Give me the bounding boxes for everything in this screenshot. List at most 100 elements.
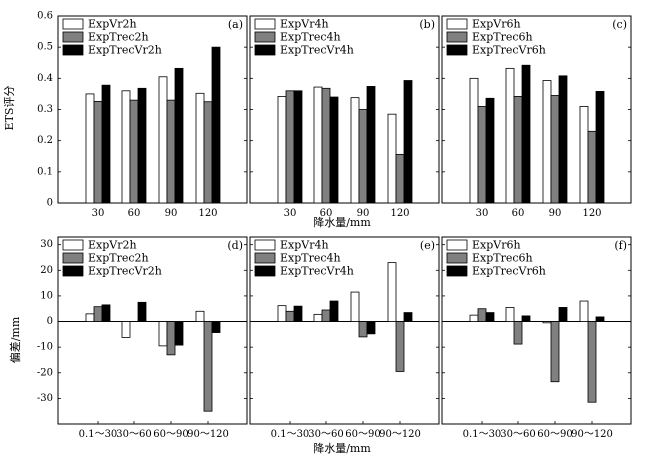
bar — [477, 105, 487, 204]
bar — [469, 314, 479, 322]
legend-swatch — [62, 44, 84, 56]
bar — [595, 91, 605, 204]
bottom-x-axis-label: 降水量/mm — [313, 441, 371, 455]
bar — [129, 99, 139, 204]
bar — [395, 321, 405, 372]
bar — [101, 84, 111, 204]
panel-label: (e) — [420, 239, 435, 252]
panel-label: (d) — [227, 239, 243, 252]
legend-label: ExpTrecVr4h — [280, 265, 354, 278]
bar — [93, 100, 103, 204]
y-tick-label: 0.1 — [37, 166, 53, 177]
y-tick-label: 0.2 — [37, 135, 53, 146]
bar — [158, 76, 168, 204]
bar — [558, 75, 568, 204]
legend-swatch — [254, 265, 276, 277]
bar — [485, 97, 495, 204]
plot-frame — [57, 236, 248, 425]
bar — [403, 312, 413, 322]
legend-label: ExpTrec6h — [472, 31, 533, 44]
bar — [158, 321, 168, 347]
bar — [203, 321, 213, 412]
x-tick-label: 30～60 — [308, 429, 343, 440]
bar — [195, 92, 205, 204]
bar — [587, 321, 597, 403]
x-tick-label: 0.1～30 — [463, 429, 502, 440]
x-tick-label: 90～120 — [187, 429, 229, 440]
y-tick-label: 30 — [40, 239, 53, 250]
legend-swatch — [446, 31, 468, 43]
x-tick-label: 120 — [198, 208, 217, 219]
legend-label: ExpTrecVr2h — [88, 44, 162, 57]
legend-label: ExpTrec2h — [88, 31, 149, 44]
x-tick-label: 60 — [128, 208, 141, 219]
legend-swatch — [254, 239, 276, 251]
x-tick-label: 120 — [582, 208, 601, 219]
x-tick-label: 60～90 — [153, 429, 188, 440]
y-tick-label: 10 — [40, 290, 53, 301]
bar — [358, 109, 368, 204]
x-tick-label: 90 — [549, 208, 562, 219]
bar — [513, 321, 523, 345]
x-tick-label: 30 — [92, 208, 105, 219]
legend-label: ExpVr2h — [88, 18, 137, 31]
bar — [85, 93, 95, 204]
bar — [395, 153, 405, 204]
y-tick-label: 0 — [47, 198, 53, 209]
bar — [550, 95, 560, 204]
bar — [542, 321, 552, 324]
legend-swatch — [62, 18, 84, 30]
legend-label: ExpTrec6h — [472, 252, 533, 265]
plot-frame — [249, 236, 440, 425]
legend-swatch — [254, 31, 276, 43]
bar — [137, 87, 147, 204]
panel-label: (a) — [228, 18, 243, 31]
legend-label: ExpTrecVr6h — [472, 44, 546, 57]
legend-swatch — [62, 252, 84, 264]
plot-frame — [441, 236, 632, 425]
x-tick-label: 90～120 — [571, 429, 613, 440]
top-y-axis-label: ETS评分 — [3, 86, 16, 131]
panel-label: (f) — [614, 239, 627, 252]
x-tick-label: 30 — [476, 208, 489, 219]
legend-swatch — [254, 252, 276, 264]
legend-label: ExpVr2h — [88, 239, 137, 252]
bar — [558, 307, 568, 322]
x-tick-label: 30 — [284, 208, 297, 219]
bar — [93, 306, 103, 322]
bar — [166, 99, 176, 204]
bar — [166, 321, 176, 356]
legend-label: ExpTrec4h — [280, 252, 341, 265]
bar — [366, 321, 376, 335]
bar — [211, 321, 221, 333]
bar — [387, 262, 397, 322]
x-tick-label: 90 — [165, 208, 178, 219]
bar — [293, 90, 303, 204]
legend-swatch — [446, 265, 468, 277]
x-tick-label: 30～60 — [500, 429, 535, 440]
bar — [121, 90, 131, 204]
legend-label: ExpTrecVr2h — [88, 265, 162, 278]
x-tick-label: 90～120 — [379, 429, 421, 440]
bar — [313, 313, 323, 322]
y-tick-label: -20 — [37, 367, 53, 378]
bar — [321, 309, 331, 322]
bar — [358, 321, 368, 338]
legend-label: ExpVr6h — [472, 239, 521, 252]
bar — [477, 308, 487, 322]
x-tick-label: 0.1～30 — [79, 429, 118, 440]
bar — [505, 67, 515, 204]
bar — [595, 316, 605, 322]
y-tick-label: 0.4 — [37, 73, 53, 84]
bottom-y-axis-label: 偏差/mm — [8, 316, 22, 363]
x-tick-label: 30～60 — [116, 429, 151, 440]
bar — [587, 130, 597, 204]
legend-label: ExpVr4h — [280, 18, 329, 31]
y-tick-label: -10 — [37, 342, 53, 353]
legend-swatch — [446, 252, 468, 264]
legend-label: ExpVr6h — [472, 18, 521, 31]
bar — [579, 105, 589, 204]
legend-label: ExpTrecVr6h — [472, 265, 546, 278]
legend-swatch — [62, 31, 84, 43]
